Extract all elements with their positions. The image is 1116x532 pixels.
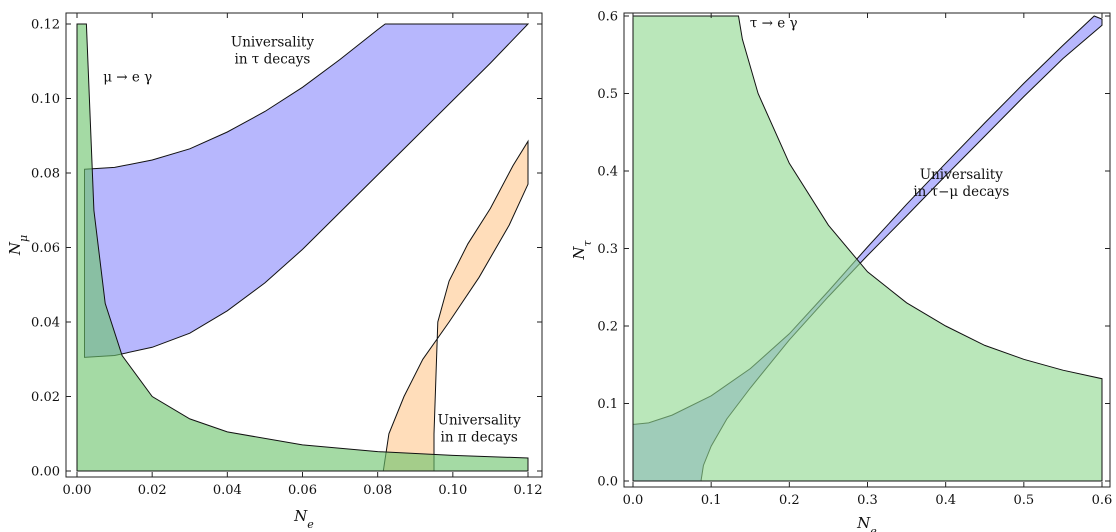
right-y-tick-label: 0.3 (597, 242, 618, 257)
left-region-e (76, 23, 529, 472)
right-x-tick-label: 0.1 (701, 493, 722, 508)
left-x-tick-label: 0.12 (514, 483, 543, 498)
right-ticks: 0.0 0.1 0.2 0.3 0.4 0.5 0.6 0.0 0.1 0.2 0.3 0.4 0.5 0… (597, 10, 1112, 509)
right-annotation-e: τ → e γ (750, 16, 798, 32)
right-y-tick-label: 0.1 (597, 397, 618, 412)
left-y-tick-label: 0.02 (31, 390, 60, 405)
left-plot-frame (65, 12, 543, 478)
left-y-tick-label: 0.00 (31, 465, 60, 480)
left-x-tick-label: 0.02 (138, 483, 167, 498)
right-y-tick-label: 0.6 (597, 10, 618, 25)
right-plot-regions (632, 15, 1103, 482)
left-annotations: Universality in τ decays μ → e γ Universali… (103, 34, 521, 445)
left-plot-regions (76, 23, 530, 472)
right-annotation-universality-in-decays: Universality in τ−μ decays (913, 167, 1009, 200)
left-y-tick-label: 0.04 (31, 316, 60, 331)
left-x-tick-label: 0.08 (363, 483, 392, 498)
left-y-axis-label: Nμ (6, 235, 30, 256)
left-chart: 0.00 0.02 0.04 0.06 0.08 0.10 0.12 0.00 0.02 0.04… (6, 12, 543, 531)
right-x-tick-label: 0.6 (1092, 493, 1113, 508)
left-annotation-universality-in-decays: Universality in π decays (438, 412, 521, 445)
left-annotation-e: μ → e γ (103, 70, 152, 86)
left-annotation-universality-in-decays: Universality in τ decays (231, 34, 314, 67)
left-x-tick-label: 0.04 (213, 483, 242, 498)
right-y-tick-label: 0.2 (597, 320, 618, 335)
right-region-e (632, 15, 1103, 482)
right-chart: 0.0 0.1 0.2 0.3 0.4 0.5 0.6 0.0 0.1 0.2 0.3 0.4 0.5 0… (570, 10, 1112, 532)
left-x-tick-label: 0.06 (288, 483, 317, 498)
left-region-universality-in-decays (382, 139, 529, 472)
right-y-tick-label: 0.4 (597, 165, 618, 180)
right-y-axis-label: Nτ (570, 239, 594, 260)
right-annotations: τ → e γ Universality in τ−μ decays (750, 16, 1009, 200)
left-y-tick-label: 0.08 (31, 167, 60, 182)
left-x-axis-label: Ne (293, 507, 314, 531)
right-y-tick-label: 0.0 (597, 475, 618, 490)
left-y-tick-label: 0.12 (31, 18, 60, 33)
right-x-tick-label: 0.4 (935, 493, 956, 508)
left-ticks: 0.00 0.02 0.04 0.06 0.08 0.10 0.12 0.00 0.02 0.04… (31, 13, 542, 498)
right-x-tick-label: 0.3 (857, 493, 878, 508)
left-y-tick-label: 0.06 (31, 241, 60, 256)
right-y-tick-label: 0.5 (597, 87, 618, 102)
left-x-tick-label: 0.00 (63, 483, 92, 498)
right-x-tick-label: 0.2 (779, 493, 800, 508)
right-x-axis-label: Ne (856, 514, 877, 532)
left-x-tick-label: 0.10 (438, 483, 467, 498)
right-x-tick-label: 0.0 (623, 493, 644, 508)
right-x-tick-label: 0.5 (1013, 493, 1034, 508)
left-region-universality-in-decays (84, 23, 530, 358)
left-y-tick-label: 0.10 (31, 92, 60, 107)
